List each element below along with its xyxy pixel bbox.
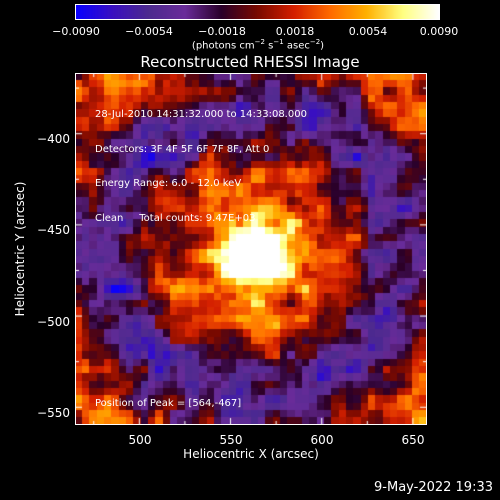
x-tick-label: 550 bbox=[219, 433, 243, 447]
unit-exponent: −2 bbox=[254, 38, 265, 46]
colorbar-unit-label: (photons cm−2 s−1 asec−2) bbox=[192, 38, 324, 51]
x-tick-label: 600 bbox=[310, 433, 334, 447]
colorbar-tick: 0.0018 bbox=[275, 25, 315, 38]
info-detectors: Detectors: 3F 4F 5F 6F 7F 8F, Att 0 bbox=[95, 143, 270, 155]
info-energy-range: Energy Range: 6.0 - 12.0 keV bbox=[95, 178, 242, 189]
colorbar bbox=[75, 4, 440, 20]
y-tick-label: −400 bbox=[37, 132, 70, 146]
colorbar-tick: −0.0090 bbox=[52, 25, 100, 38]
colorbar-tick: −0.0054 bbox=[125, 25, 173, 38]
x-tick-label: 650 bbox=[401, 433, 425, 447]
unit-part: ) bbox=[320, 40, 325, 52]
colorbar-tick: 0.0054 bbox=[348, 25, 388, 38]
y-tick-label: −550 bbox=[37, 406, 70, 420]
observation-info: 28-Jul-2010 14:31:32.000 to 14:33:08.000… bbox=[95, 86, 307, 236]
plot-title: Reconstructed RHESSI Image bbox=[140, 53, 360, 71]
generation-date: 9-May-2022 19:33 bbox=[374, 480, 493, 495]
colorbar-tick: −0.0018 bbox=[198, 25, 246, 38]
y-tick-label: −450 bbox=[37, 223, 70, 237]
y-tick-label: −500 bbox=[37, 315, 70, 329]
x-tick-label: 500 bbox=[128, 433, 152, 447]
unit-part: asec bbox=[283, 40, 310, 52]
info-time-range: 28-Jul-2010 14:31:32.000 to 14:33:08.000 bbox=[95, 109, 307, 120]
rhessi-image bbox=[75, 73, 427, 425]
unit-exponent: −2 bbox=[309, 38, 321, 46]
unit-exponent: −1 bbox=[273, 38, 284, 46]
unit-part: s bbox=[264, 40, 274, 52]
peak-position: Position of Peak = [564,-467] bbox=[95, 398, 242, 409]
colorbar-tick: 0.0090 bbox=[419, 25, 459, 38]
info-total-counts: Clean Total counts: 9.47E+03 bbox=[95, 212, 256, 224]
unit-part: (photons cm bbox=[191, 40, 255, 52]
y-axis-label: Heliocentric Y (arcsec) bbox=[13, 181, 27, 317]
x-axis-label: Heliocentric X (arcsec) bbox=[183, 447, 319, 461]
